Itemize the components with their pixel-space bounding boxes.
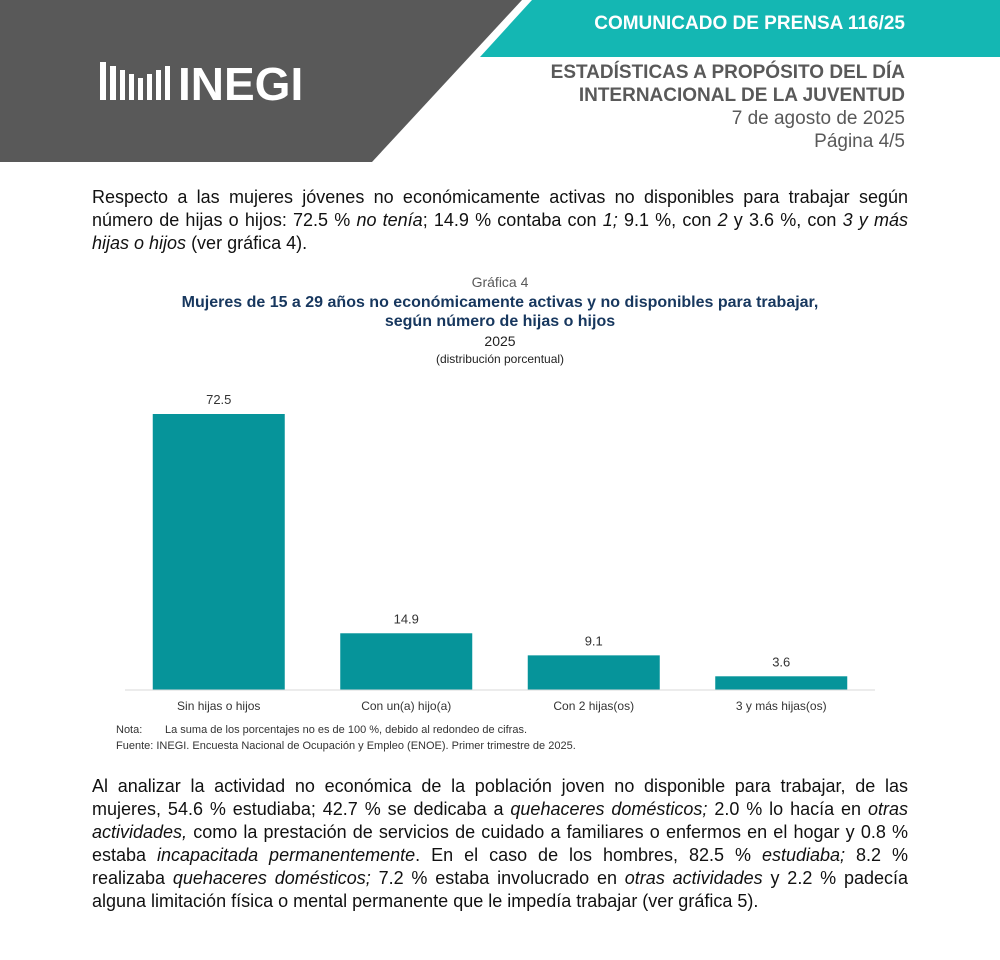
header-page: Página 4/5 (814, 131, 905, 152)
text-run: 7.2 % estaba involucrado en (370, 868, 625, 888)
text-run: 1; (602, 210, 618, 230)
category-label: 3 y más hijas(os) (736, 699, 827, 713)
chart-title: Mujeres de 15 a 29 años no económicament… (0, 293, 1000, 331)
text-run: incapacitada permanentemente (157, 845, 416, 865)
bar (340, 633, 473, 690)
header-title-line: INTERNACIONAL DE LA JUVENTUD (578, 85, 905, 106)
text-run: quehaceres domésticos; (510, 799, 708, 819)
header-title-line: ESTADÍSTICAS A PROPÓSITO DEL DÍA (550, 62, 905, 83)
text-run: . En el caso de los hombres, 82.5 % (415, 845, 762, 865)
text-run: y 3.6 %, con (727, 210, 843, 230)
value-label: 14.9 (394, 611, 419, 626)
text-run: otras actividades (624, 868, 763, 888)
category-label: Sin hijas o hijos (177, 699, 260, 713)
text-run: y 2.2 % padecía alguna limitación física… (92, 868, 909, 911)
text-run: no tenía (356, 210, 423, 230)
value-label: 9.1 (585, 633, 603, 648)
chart-title-line: según número de hijas o hijos (384, 313, 616, 330)
logo-text: INEGI (178, 58, 303, 110)
header-dark-band (0, 0, 522, 162)
paragraph: Respecto a las mujeres jóvenes no económ… (92, 186, 908, 255)
text-run: 2.0 % lo hacía en (707, 799, 868, 819)
chart: 72.5 Sin hijas o hijos 14.9 Con un(a) hijo(… (125, 392, 875, 713)
text-run: como la prestación de servicios de cuida… (92, 822, 908, 865)
source: Fuente: INEGI. Encuesta Nacional de Ocup… (116, 740, 576, 752)
paragraph: Al analizar la actividad no económica de… (92, 775, 908, 913)
header-teal-band (480, 0, 1000, 57)
text-run: 2 (717, 210, 728, 230)
text-run: 9.1 %, con (617, 210, 718, 230)
header-date: 7 de agosto de 2025 (731, 108, 905, 129)
text-run: (ver gráfica 4). (186, 233, 308, 253)
header-graphics: INEGI (0, 0, 1000, 162)
press-release: COMUNICADO DE PRENSA 116/25 (594, 13, 905, 34)
chart-title-line: Mujeres de 15 a 29 años no económicament… (181, 294, 819, 311)
text-run: otras actividades, (92, 799, 908, 842)
chart-label: Gráfica 4 (471, 274, 529, 290)
header-title: ESTADÍSTICAS A PROPÓSITO DEL DÍA INTERNA… (551, 61, 905, 107)
bar (152, 414, 285, 690)
bar (527, 655, 660, 690)
text-run: Al analizar la actividad no económica de… (92, 776, 908, 819)
value-label: 72.5 (206, 392, 231, 407)
note-label: Nota: (116, 724, 143, 736)
text-run: 3 y más hijas o hijos (92, 210, 908, 253)
logo-icon (100, 62, 170, 100)
category-label: Con un(a) hijo(a) (361, 699, 451, 713)
bar (715, 676, 848, 690)
note: La suma de los porcentajes no es de 100 … (165, 724, 528, 736)
text-run: Respecto a las mujeres jóvenes no económ… (92, 187, 908, 230)
text-run: estudiaba; (761, 845, 846, 865)
text-run: ; 14.9 % contaba con (422, 210, 603, 230)
chart-unit: (distribución porcentual) (435, 352, 565, 366)
text-run: 8.2 % realizaba (92, 845, 909, 888)
value-label: 3.6 (772, 654, 790, 669)
chart-subtitle: 2025 (484, 333, 516, 349)
text-run: quehaceres domésticos; (172, 868, 371, 888)
category-label: Con 2 hijas(os) (553, 699, 634, 713)
